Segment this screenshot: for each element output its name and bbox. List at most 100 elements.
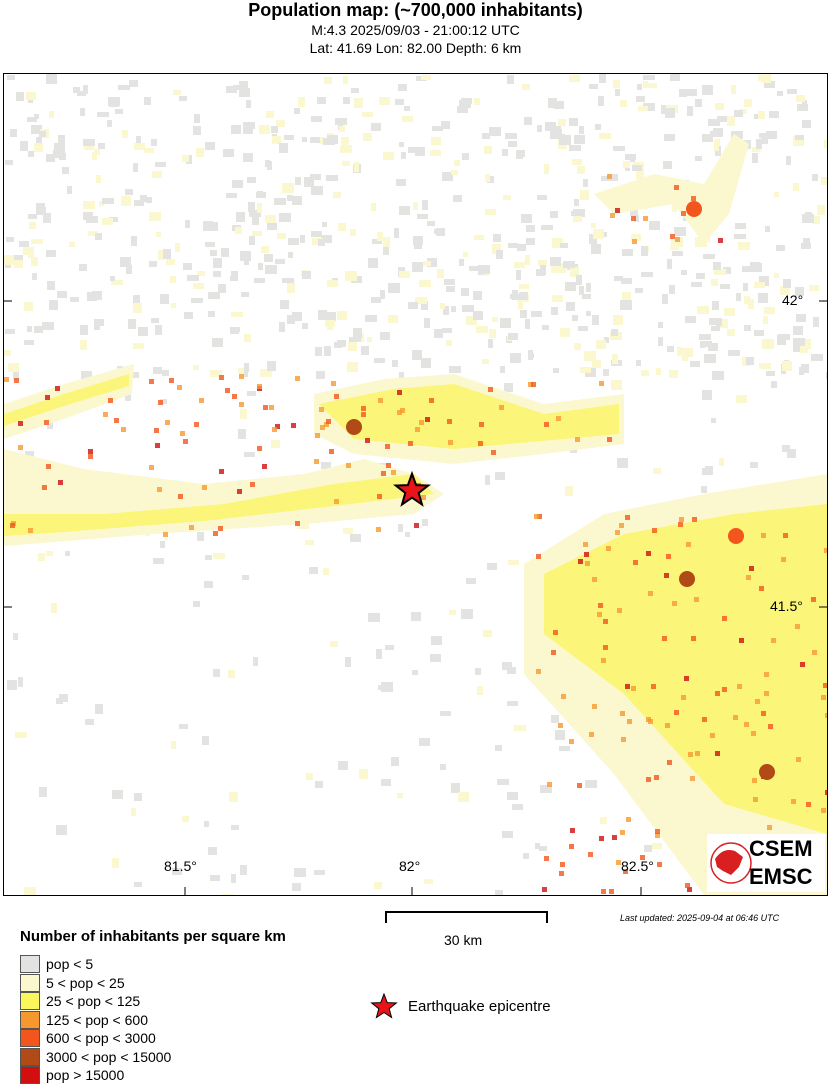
population-cell — [292, 196, 302, 205]
population-cell — [559, 746, 570, 751]
population-cell — [94, 149, 100, 155]
population-cell — [758, 293, 768, 303]
population-cell — [112, 858, 119, 868]
population-cell — [46, 551, 53, 556]
population-cell — [415, 147, 425, 156]
population-cell — [643, 81, 648, 88]
population-cell — [681, 695, 686, 700]
population-cell — [134, 882, 142, 887]
population-cell — [440, 303, 445, 309]
logo-bottom-text: EMSC — [749, 864, 813, 889]
population-cell — [630, 208, 638, 216]
population-cell — [604, 337, 609, 343]
population-cell — [129, 80, 138, 87]
population-cell — [408, 147, 418, 153]
population-cell — [646, 551, 651, 556]
population-cell — [615, 208, 620, 213]
population-cell — [803, 238, 810, 245]
population-cell — [781, 557, 786, 562]
population-cell — [796, 757, 801, 762]
population-cell — [367, 337, 372, 342]
population-cell — [427, 221, 435, 226]
population-cell — [163, 249, 171, 259]
population-cell — [769, 111, 779, 118]
population-cell — [597, 612, 602, 617]
population-cell — [665, 108, 675, 118]
population-cell — [634, 215, 639, 222]
population-cell — [109, 99, 119, 107]
population-cell — [205, 242, 215, 247]
population-cell — [812, 174, 818, 181]
population-cell — [582, 294, 591, 299]
population-cell — [492, 244, 501, 254]
population-cell — [489, 127, 501, 136]
population-cell — [399, 142, 404, 147]
population-cell — [279, 213, 291, 222]
population-cell — [381, 779, 391, 786]
population-cell — [463, 252, 468, 257]
population-cell — [712, 371, 724, 380]
population-cell — [801, 364, 809, 373]
population-cell — [240, 865, 247, 875]
population-cell — [441, 121, 450, 129]
population-cell — [81, 371, 92, 379]
population-cell — [276, 120, 285, 127]
population-cell — [287, 283, 295, 290]
population-cell — [812, 650, 817, 655]
population-cell — [128, 319, 136, 329]
population-cell — [149, 261, 157, 267]
legend-item: 5 < pop < 25 — [20, 973, 125, 992]
population-cell — [27, 326, 32, 332]
population-cell — [83, 139, 95, 146]
population-cell — [348, 341, 357, 351]
population-cell — [518, 300, 523, 309]
population-cell — [492, 317, 498, 322]
population-cell — [302, 323, 308, 329]
population-cell — [95, 704, 103, 714]
population-map[interactable]: 42° 41.5° 81.5° 82° 82.5° CSEM EMSC — [3, 73, 831, 904]
population-cell — [579, 126, 584, 134]
population-cell — [461, 609, 473, 619]
population-cell — [615, 530, 620, 535]
population-cell — [474, 98, 480, 105]
population-cell — [133, 343, 144, 349]
population-cell — [774, 273, 779, 278]
event-location: Lat: 41.69 Lon: 82.00 Depth: 6 km — [309, 40, 522, 56]
population-cell — [759, 133, 769, 138]
population-cell — [263, 405, 268, 410]
population-cell — [304, 177, 314, 187]
population-cell — [51, 603, 57, 613]
population-cell — [520, 310, 527, 318]
population-cell — [443, 306, 449, 315]
lon-tick-81-5: 81.5° — [164, 858, 197, 874]
population-cell — [96, 175, 101, 183]
population-cell — [552, 126, 561, 132]
population-cell — [510, 294, 522, 299]
population-cell — [205, 142, 215, 150]
population-cell — [774, 192, 779, 197]
population-cell — [599, 836, 604, 841]
population-cell — [643, 103, 655, 111]
population-cell — [334, 499, 339, 504]
population-cell — [596, 340, 606, 349]
population-cell — [239, 81, 248, 90]
population-cell — [83, 212, 93, 220]
population-cell — [223, 149, 234, 157]
population-cell — [65, 551, 70, 556]
population-cell — [502, 149, 508, 156]
population-cell — [121, 196, 131, 206]
population-cell — [613, 80, 620, 88]
population-cell — [800, 346, 808, 353]
population-cell — [504, 383, 513, 392]
population-cell — [235, 227, 242, 234]
population-cell — [80, 340, 87, 350]
population-cell — [507, 75, 514, 84]
population-cell — [7, 680, 17, 690]
population-cell — [395, 99, 404, 105]
population-cell — [321, 235, 332, 243]
population-cell — [95, 233, 102, 240]
population-cell — [691, 196, 696, 201]
population-cell — [451, 783, 460, 793]
population-cell — [531, 311, 542, 317]
population-cell — [138, 327, 148, 336]
